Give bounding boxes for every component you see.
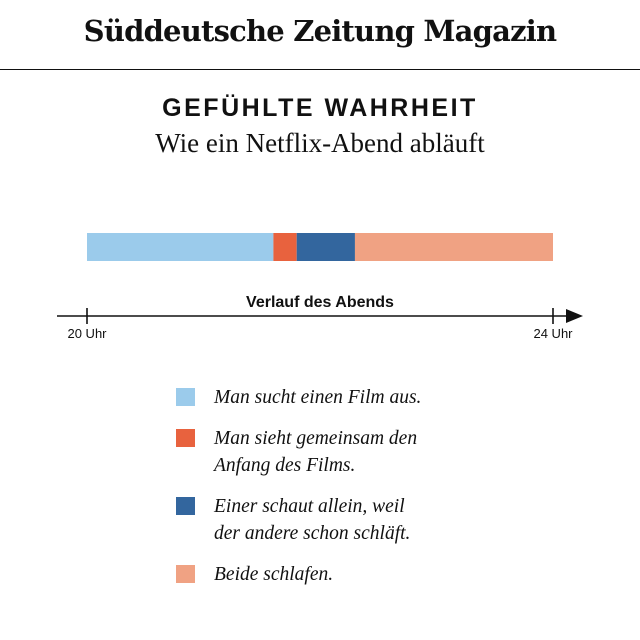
legend-item: Man sucht einen Film aus. — [176, 384, 596, 411]
legend-swatch — [176, 497, 195, 515]
timeline-segment-2 — [273, 233, 297, 261]
legend-swatch — [176, 429, 195, 447]
chart-subtitle: Wie ein Netflix-Abend abläuft — [155, 128, 485, 158]
x-tick-label: 20 Uhr — [67, 326, 107, 341]
legend-label: Man sieht gemeinsam den Anfang des Films… — [214, 428, 418, 476]
legend-item: Einer schaut allein, weil der andere sch… — [176, 493, 596, 547]
legend-label: Beide schlafen. — [214, 564, 334, 585]
timeline-segment-4 — [354, 233, 553, 261]
legend-swatch — [176, 565, 195, 583]
legend-label: Einer schaut allein, weil der andere sch… — [214, 496, 411, 544]
legend-label: Man sucht einen Film aus. — [214, 387, 422, 408]
x-axis-arrowhead — [566, 309, 583, 323]
timeline-segment-1 — [87, 233, 274, 261]
x-tick-label: 24 Uhr — [533, 326, 573, 341]
masthead: Süddeutsche Zeitung Magazin — [0, 0, 640, 70]
legend: Man sucht einen Film aus. Man sieht gemei… — [176, 384, 596, 588]
x-axis-label: Verlauf des Abends — [246, 294, 394, 311]
timeline-segment-3 — [296, 233, 355, 261]
legend-item: Beide schlafen. — [176, 561, 596, 588]
chart-title: GEFÜHLTE WAHRHEIT — [162, 94, 478, 122]
masthead-logo: Süddeutsche Zeitung Magazin — [83, 14, 557, 48]
legend-swatch — [176, 388, 195, 406]
legend-item: Man sieht gemeinsam den Anfang des Films… — [176, 425, 596, 479]
